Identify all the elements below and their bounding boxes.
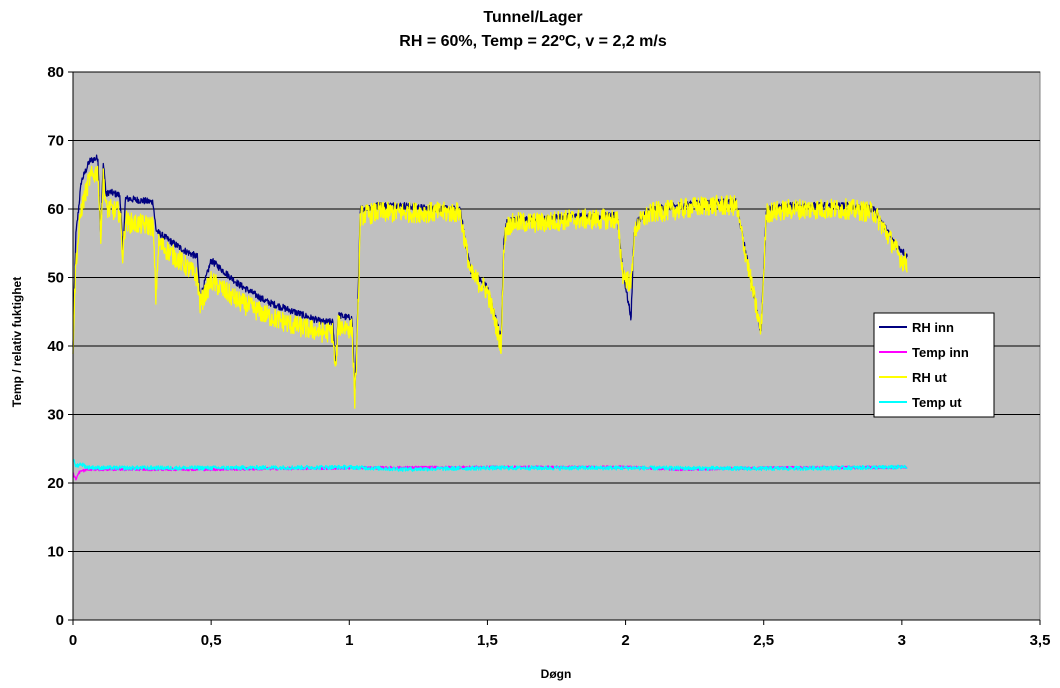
legend-box [873, 312, 995, 418]
x-tick-label: 2 [621, 632, 629, 649]
x-axis-label: Døgn [541, 667, 572, 681]
series-line [72, 458, 908, 472]
y-axis-label: Temp / relativ fuktighet [10, 277, 24, 407]
tick-labels: 0 10 20 30 40 50 60 70 80 0 0,5 1 1,5 2 2,5 3 3,5 [47, 64, 1050, 649]
legend-label: RH ut [912, 370, 947, 385]
chart-subtitle: RH = 60%, Temp = 22ºC, v = 2,2 m/s [399, 33, 667, 50]
legend-label: Temp inn [912, 345, 969, 360]
chart-title: Tunnel/Lager [483, 9, 582, 26]
y-tick-label: 70 [47, 133, 64, 150]
x-tick-label: 0,5 [201, 632, 222, 649]
y-tick-label: 60 [47, 201, 64, 218]
y-tick-label: 10 [47, 544, 64, 561]
axes [68, 71, 1041, 625]
legend-label: RH inn [912, 320, 954, 335]
y-tick-label: 30 [47, 407, 64, 424]
series-line [72, 165, 908, 409]
x-tick-label: 1 [345, 632, 353, 649]
y-tick-label: 0 [56, 612, 64, 629]
y-tick-label: 40 [47, 338, 64, 355]
x-tick-label: 0 [69, 632, 77, 649]
legend: RH inn Temp inn RH ut Temp ut [873, 312, 995, 418]
x-tick-label: 3,5 [1030, 632, 1051, 649]
y-tick-label: 80 [47, 64, 64, 81]
x-tick-label: 2,5 [753, 632, 774, 649]
x-tick-label: 1,5 [477, 632, 498, 649]
legend-label: Temp ut [912, 395, 962, 410]
series-layer [72, 154, 908, 481]
x-tick-label: 3 [898, 632, 906, 649]
y-tick-label: 20 [47, 475, 64, 492]
y-tick-label: 50 [47, 270, 64, 287]
gridlines [73, 71, 1040, 552]
